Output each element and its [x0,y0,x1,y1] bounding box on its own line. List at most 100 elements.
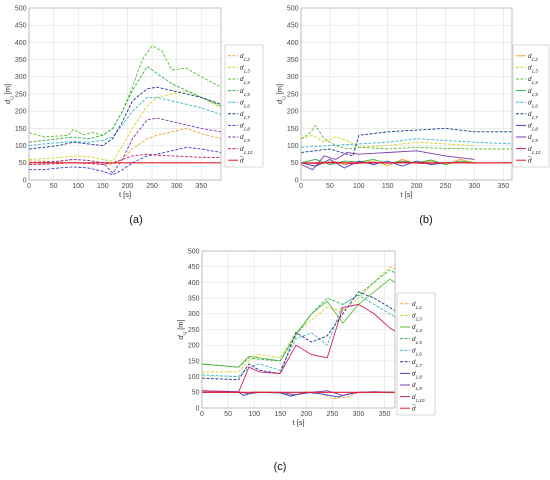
x-tick-label: 150 [97,183,109,190]
series-group [301,124,512,171]
legend: d1,2 d1,3 d1,4 d1,5 d1,6 d1,7 d1,8 d1,9 d1,10 d [512,44,550,168]
x-tick-label: 350 [497,183,509,190]
legend: d1,2 d1,3 d1,4 d1,5 d1,6 d1,7 d1,8 d1,9 d1,10 d [396,292,436,416]
x-tick-label: 300 [353,411,365,418]
y-tick-label: 50 [192,390,200,397]
legend-label: d1,3 [240,65,250,74]
x-tick-label: 0 [299,183,303,190]
legend-label: d1,6 [240,99,250,108]
legend-label: d [412,405,416,412]
y-tick-label: 0 [196,405,200,412]
x-axis-label: t [s] [400,190,412,199]
legend-label: d1,2 [240,53,250,62]
legend-label: d1,8 [240,123,250,132]
y-tick-label: 400 [15,40,27,47]
legend-label: d1,2 [528,53,538,62]
x-tick-label: 200 [300,411,312,418]
x-tick-label: 200 [122,183,134,190]
series-line-d16 [29,96,221,147]
series-line-d17 [29,86,221,150]
x-tick-label: 100 [72,183,84,190]
y-tick-label: 450 [15,23,27,30]
legend-label: d1,5 [528,88,538,97]
legend-box [224,44,264,168]
series-line-d17 [301,127,512,157]
y-tick-label: 50 [291,160,299,167]
y-tick-label: 500 [287,5,299,12]
y-tick-label: 400 [287,40,299,47]
legend: d1,2 d1,3 d1,4 d1,5 d1,6 d1,7 d1,8 d1,9 d1,10 d [224,44,264,168]
y-tick-label: 100 [287,143,299,150]
legend-box [396,292,436,416]
series-group [29,45,221,176]
x-tick-label: 0 [27,183,31,190]
legend-label: d1,9 [412,382,422,391]
panel-caption: (a) [129,214,142,226]
y-tick-label: 450 [287,23,299,30]
y-tick-label: 100 [15,143,27,150]
legend-label: d1,2 [412,301,422,310]
legend-label: d1,8 [528,123,538,132]
x-tick-label: 100 [353,183,365,190]
legend-label: d1,9 [528,134,538,143]
legend-label: d1,9 [240,134,250,143]
x-tick-label: 250 [327,411,339,418]
y-tick-label: 0 [23,177,27,184]
series-line-d14 [301,124,512,150]
series-line-d19 [29,117,221,174]
legend-label: d1,4 [240,76,250,85]
y-tick-label: 300 [15,74,27,81]
series-line-d17 [202,291,395,381]
series-line-d18 [301,158,446,169]
y-tick-label: 150 [15,126,27,133]
panel-caption: (c) [274,461,287,473]
y-tick-label: 300 [188,311,200,318]
x-tick-label: 50 [50,183,58,190]
y-axis-label: di,j [m] [176,319,188,339]
legend-label: d1,7 [412,359,422,368]
x-tick-label: 200 [411,183,423,190]
y-tick-label: 0 [295,177,299,184]
y-tick-label: 350 [15,57,27,64]
chart-panel-3: 0 50 100 150 200 250 300 350 400 450 500 0 50 100 150 2… [176,248,436,473]
y-axis-label: di,j [m] [275,84,287,104]
series-line-d15 [202,269,395,368]
axes-box [300,7,513,181]
y-tick-label: 150 [188,358,200,365]
legend-label: d1,7 [240,111,250,120]
y-tick-label: 400 [188,280,200,287]
x-tick-label: 0 [200,411,204,418]
legend-label: d1,10 [240,146,253,155]
legend-label: d1,3 [412,313,422,322]
y-tick-label: 150 [287,126,299,133]
chart-panel-1: 0 50 100 150 200 250 300 350 400 450 500 0 50 100 150 2… [3,5,264,226]
legend-label: d1,5 [240,88,250,97]
y-tick-label: 50 [19,160,27,167]
series-line-d14 [202,278,395,368]
axes-box [201,250,396,409]
x-tick-label: 350 [195,183,207,190]
chart-panel-2: 0 50 100 150 200 250 300 350 400 450 500 0 50 100 150 2… [275,5,550,226]
x-tick-label: 150 [382,183,394,190]
y-tick-label: 250 [287,91,299,98]
panel-caption: (b) [419,214,432,226]
x-tick-label: 50 [224,411,232,418]
y-tick-label: 450 [188,264,200,271]
series-line-d15 [29,65,221,143]
series-line-d16 [301,138,512,148]
y-tick-label: 250 [188,327,200,334]
legend-label: d1,4 [412,324,422,333]
legend-label: d1,6 [528,99,538,108]
y-tick-label: 200 [188,343,200,350]
axes-box [28,7,222,181]
legend-label: d1,8 [412,371,422,380]
x-tick-label: 250 [440,183,452,190]
legend-label: d1,5 [412,336,422,345]
x-tick-label: 300 [469,183,481,190]
x-tick-label: 50 [326,183,334,190]
legend-box [512,44,550,168]
y-tick-label: 100 [188,374,200,381]
series-line-d110 [202,303,395,393]
y-tick-label: 350 [287,57,299,64]
series-group [202,266,395,400]
